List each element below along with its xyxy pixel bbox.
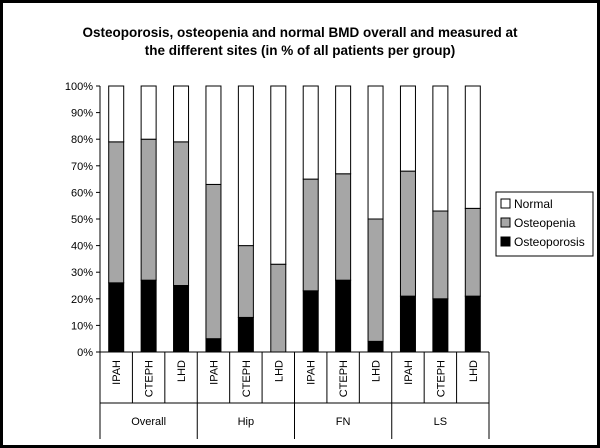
bar-segment-osteoporosis: [367, 340, 384, 353]
y-tick-label: 60%: [71, 187, 93, 199]
bar-segment-osteopenia: [237, 245, 254, 318]
x-category-label: CTEPH: [435, 360, 447, 397]
y-tick-label: 20%: [71, 294, 93, 306]
bar-segment-osteopenia: [335, 173, 352, 281]
x-group-label: Overall: [131, 416, 166, 428]
chart-title-line-2: the different sites (in % of all patient…: [144, 43, 456, 58]
y-tick-label: 40%: [71, 241, 93, 253]
bar-segment-osteopenia: [270, 263, 287, 353]
x-group-label: LS: [434, 416, 447, 428]
legend-box: [495, 191, 594, 257]
chart-frame: Osteoporosis, osteopenia and normal BMD …: [3, 3, 597, 445]
x-group-label: FN: [336, 416, 351, 428]
bar-segment-normal: [302, 85, 319, 180]
bar-segment-osteopenia: [205, 183, 222, 340]
y-tick-label: 80%: [71, 134, 93, 146]
bar-segment-osteopenia: [432, 210, 449, 300]
x-group-label: Hip: [238, 416, 255, 428]
y-tick-label: 100%: [65, 81, 93, 93]
bar-segment-normal: [464, 85, 481, 209]
x-category-label: CTEPH: [338, 360, 350, 397]
x-category-label: CTEPH: [144, 360, 156, 397]
bar-segment-osteoporosis: [140, 279, 157, 353]
x-category-label: IPAH: [403, 360, 415, 385]
bar-segment-osteoporosis: [108, 282, 125, 353]
bar-segment-osteoporosis: [302, 290, 319, 353]
legend-swatch-normal: [500, 198, 511, 209]
bar-segment-normal: [140, 85, 157, 140]
legend-swatch-osteopenia: [500, 217, 511, 228]
bar-segment-normal: [205, 85, 222, 185]
bar-segment-osteopenia: [173, 141, 190, 286]
bar-segment-osteoporosis: [432, 298, 449, 353]
legend-swatch-osteoporosis: [500, 236, 511, 247]
x-category-label: IPAH: [208, 360, 220, 385]
bar-segment-osteopenia: [367, 218, 384, 342]
bar-segment-osteopenia: [140, 138, 157, 281]
bar-segment-normal: [335, 85, 352, 175]
legend-label-osteopenia: Osteopenia: [514, 216, 576, 230]
x-category-label: LHD: [468, 360, 480, 382]
x-category-label: LHD: [371, 360, 383, 382]
bar-segment-osteoporosis: [173, 285, 190, 353]
bar-segment-normal: [399, 85, 416, 172]
bar-segment-osteoporosis: [335, 279, 352, 353]
y-tick-label: 90%: [71, 108, 93, 120]
y-tick-label: 70%: [71, 161, 93, 173]
chart-title-line-1: Osteoporosis, osteopenia and normal BMD …: [82, 25, 518, 40]
legend-label-normal: Normal: [514, 197, 553, 211]
x-category-label: LHD: [273, 360, 285, 382]
bar-segment-osteoporosis: [464, 295, 481, 353]
x-category-label: IPAH: [306, 360, 318, 385]
bar-segment-normal: [367, 85, 384, 220]
y-tick-label: 30%: [71, 267, 93, 279]
bar-segment-normal: [108, 85, 125, 143]
x-category-label: CTEPH: [241, 360, 253, 397]
legend-label-osteoporosis: Osteoporosis: [514, 235, 585, 249]
bar-segment-osteoporosis: [237, 316, 254, 353]
bar-segment-osteopenia: [302, 178, 319, 292]
x-category-label: IPAH: [111, 360, 123, 385]
y-tick-label: 0%: [77, 347, 93, 359]
x-category-label: LHD: [176, 360, 188, 382]
y-tick-label: 10%: [71, 320, 93, 332]
bar-segment-osteoporosis: [399, 295, 416, 353]
bar-segment-osteopenia: [464, 207, 481, 297]
bar-segment-osteopenia: [399, 170, 416, 297]
bar-segment-normal: [270, 85, 287, 265]
bar-segment-normal: [432, 85, 449, 212]
bar-segment-normal: [173, 85, 190, 143]
bar-segment-osteoporosis: [205, 338, 222, 353]
bar-segment-normal: [237, 85, 254, 247]
y-tick-label: 50%: [71, 214, 93, 226]
stacked-bar-chart: 0% 10% 20% 30% 40% 50% 60% 70% 80% 90% 100% IPAH CTE…: [65, 81, 594, 439]
bar-segment-osteopenia: [108, 141, 125, 284]
